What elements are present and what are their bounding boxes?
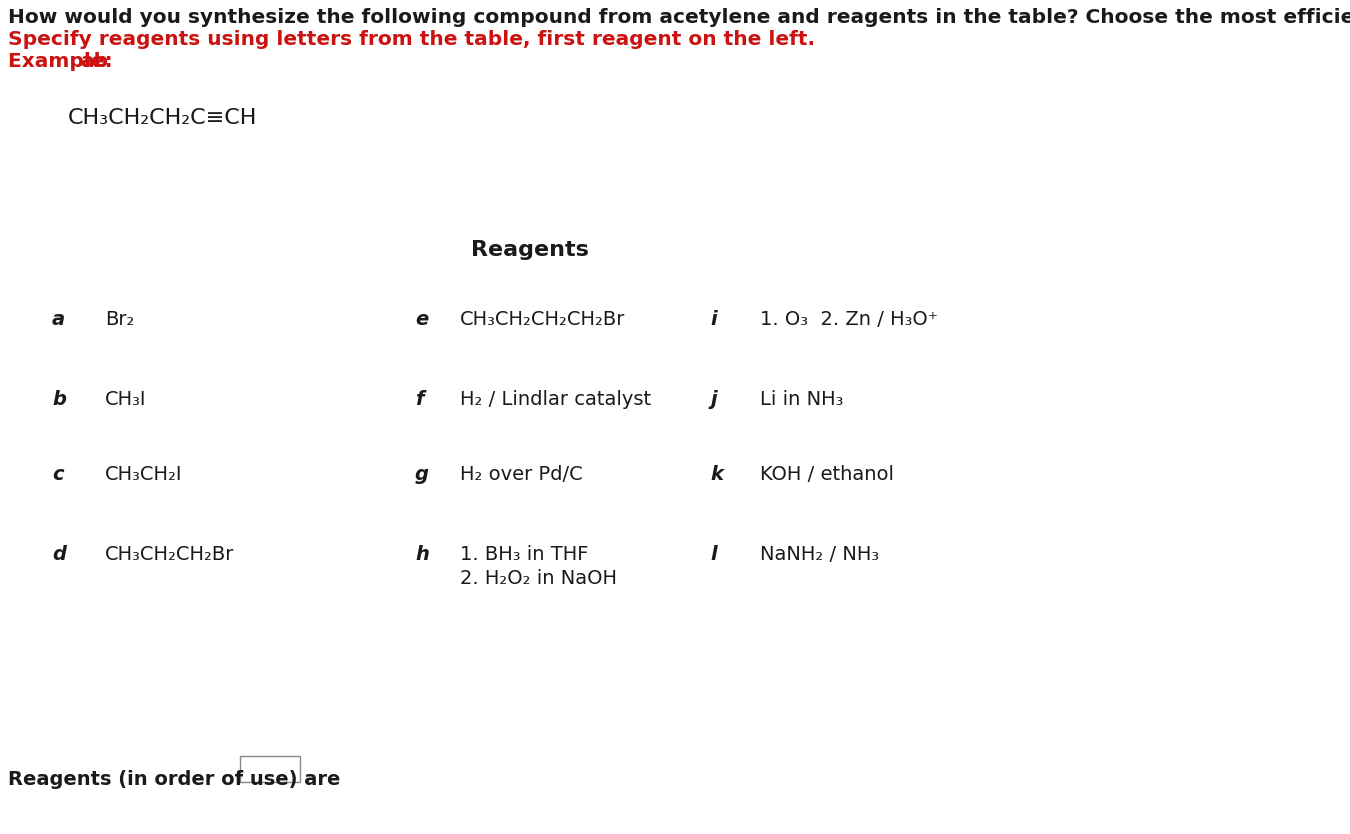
Text: Example:: Example: xyxy=(8,52,120,71)
Text: CH₃CH₂CH₂CH₂Br: CH₃CH₂CH₂CH₂Br xyxy=(460,310,625,329)
Text: 2. H₂O₂ in NaOH: 2. H₂O₂ in NaOH xyxy=(460,569,617,588)
Text: CH₃CH₂I: CH₃CH₂I xyxy=(105,465,182,484)
Text: Li in NH₃: Li in NH₃ xyxy=(760,390,844,409)
Text: Br₂: Br₂ xyxy=(105,310,135,329)
Text: i: i xyxy=(710,310,717,329)
Text: Reagents (in order of use) are: Reagents (in order of use) are xyxy=(8,770,340,789)
Text: Reagents: Reagents xyxy=(471,240,589,260)
Text: CH₃I: CH₃I xyxy=(105,390,147,409)
Text: e: e xyxy=(414,310,428,329)
Text: l: l xyxy=(710,545,717,564)
Text: H₂ over Pd/C: H₂ over Pd/C xyxy=(460,465,583,484)
Text: f: f xyxy=(414,390,424,409)
Text: h: h xyxy=(414,545,429,564)
Text: b: b xyxy=(53,390,66,409)
Text: g: g xyxy=(414,465,429,484)
Text: d: d xyxy=(53,545,66,564)
Text: How would you synthesize the following compound from acetylene and reagents in t: How would you synthesize the following c… xyxy=(8,8,1350,27)
Text: 1. O₃  2. Zn / H₃O⁺: 1. O₃ 2. Zn / H₃O⁺ xyxy=(760,310,938,329)
Text: Specify reagents using letters from the table, first reagent on the left.: Specify reagents using letters from the … xyxy=(8,30,815,49)
Text: j: j xyxy=(710,390,717,409)
Text: H₂ / Lindlar catalyst: H₂ / Lindlar catalyst xyxy=(460,390,651,409)
Text: ab: ab xyxy=(80,52,108,71)
Text: c: c xyxy=(53,465,63,484)
Text: KOH / ethanol: KOH / ethanol xyxy=(760,465,894,484)
Text: a: a xyxy=(53,310,65,329)
Text: CH₃CH₂CH₂Br: CH₃CH₂CH₂Br xyxy=(105,545,235,564)
Text: 1. BH₃ in THF: 1. BH₃ in THF xyxy=(460,545,589,564)
Bar xyxy=(240,756,300,782)
Text: CH₃CH₂CH₂C≡CH: CH₃CH₂CH₂C≡CH xyxy=(68,108,258,128)
Text: NaNH₂ / NH₃: NaNH₂ / NH₃ xyxy=(760,545,879,564)
Text: k: k xyxy=(710,465,724,484)
